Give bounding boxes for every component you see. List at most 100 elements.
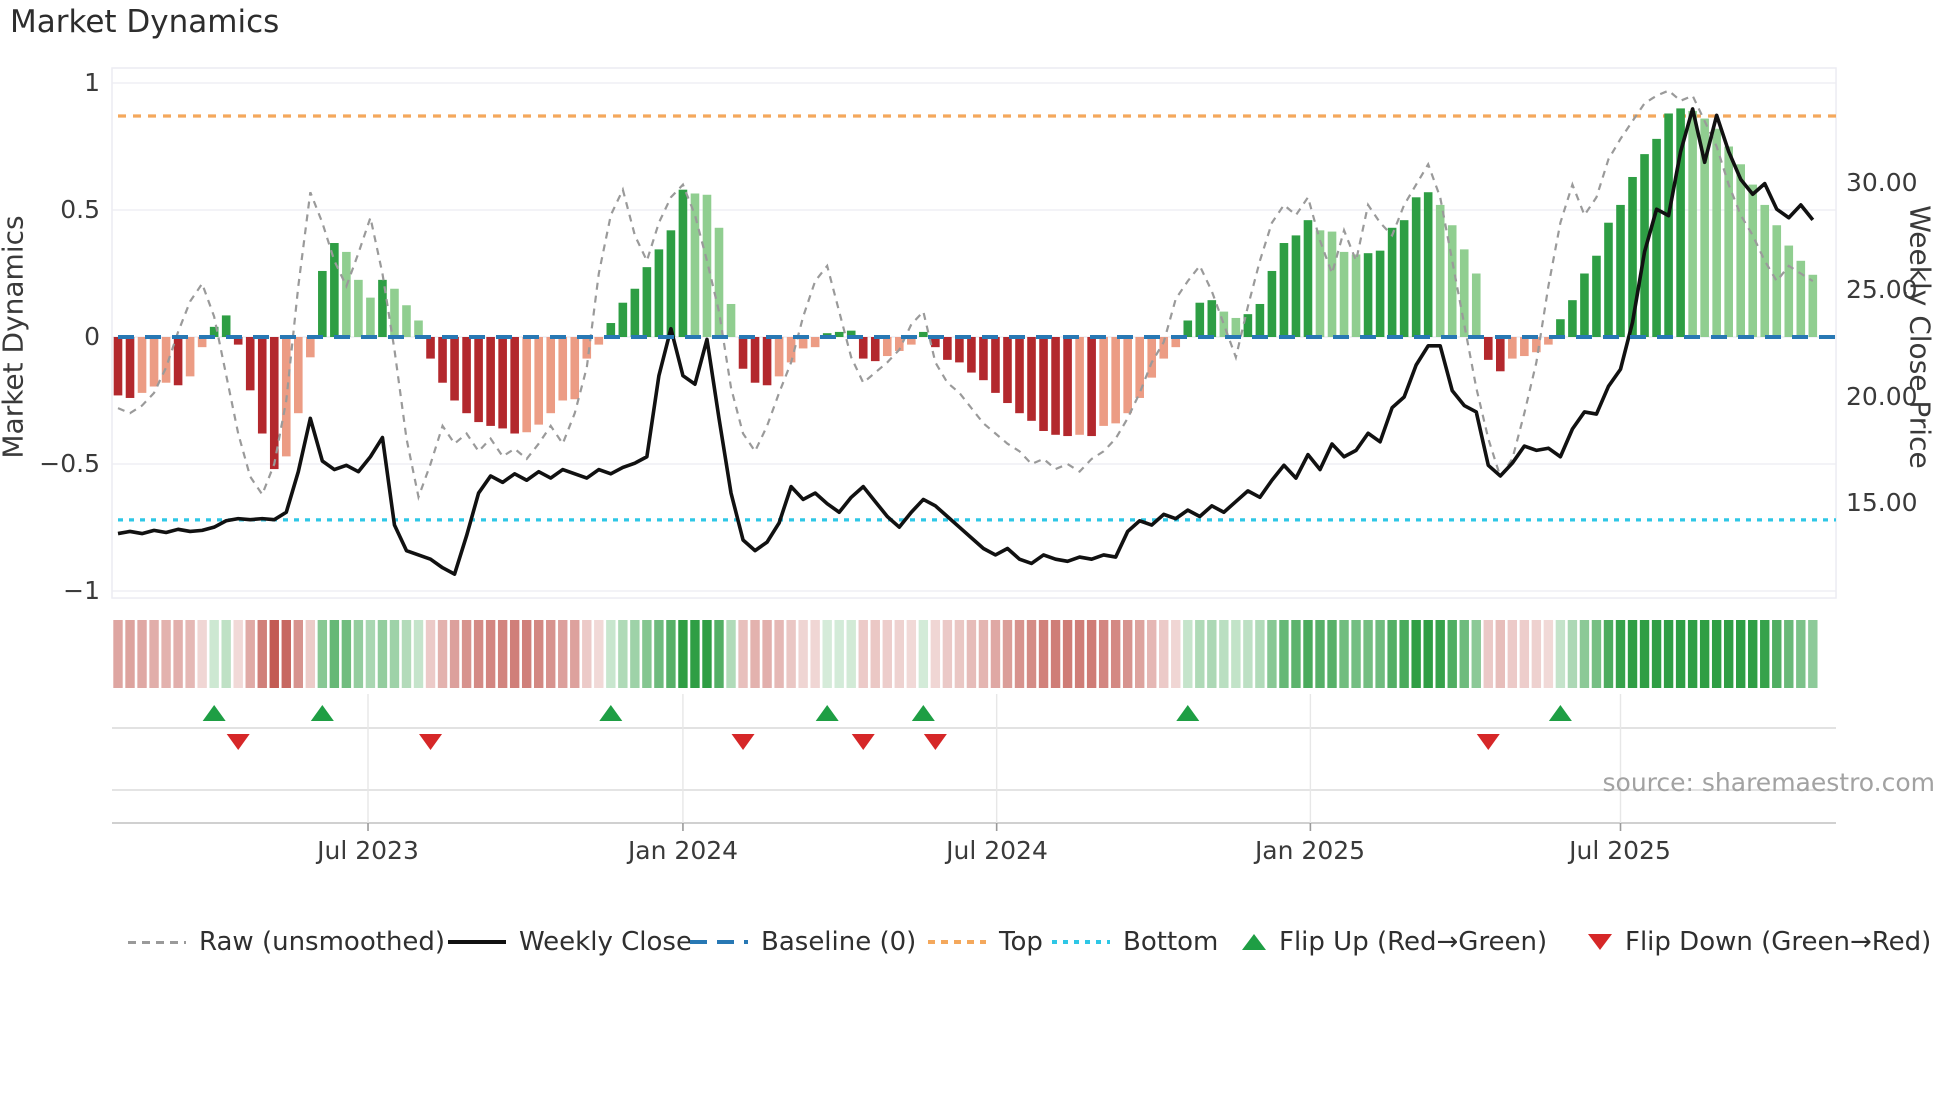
heatmap-cell [1387, 620, 1397, 688]
legend-item-flip-down: Flip Down (Green→Red) [1588, 922, 1931, 962]
heatmap-cell [714, 620, 724, 688]
price-tick-label: 15.00 [1846, 488, 1918, 517]
heatmap-cell [1760, 620, 1770, 688]
heatmap-cell [269, 620, 279, 688]
oscillator-bar [1532, 337, 1541, 353]
oscillator-bar [558, 337, 568, 401]
flip-up-marker [599, 705, 623, 721]
heatmap-cell [666, 620, 676, 688]
heatmap-cell [678, 620, 688, 688]
oscillator-bar [1291, 235, 1301, 337]
heatmap-cell [654, 620, 664, 688]
heatmap-cell [1303, 620, 1313, 688]
heatmap-cell [1808, 620, 1818, 688]
y-axis-title-right: Weekly Close Price [1903, 205, 1937, 469]
oscillator-bar [257, 337, 267, 434]
heatmap-cell [389, 620, 400, 688]
heatmap-cell [413, 620, 424, 688]
heatmap-cell [762, 620, 772, 688]
x-tick-label: Jan 2024 [627, 836, 739, 865]
price-tick-label: 20.00 [1846, 382, 1918, 411]
dotted-line-icon [928, 940, 986, 944]
oscillator-bar [221, 315, 231, 337]
heatmap-cell [521, 620, 532, 688]
oscillator-bar [726, 303, 736, 337]
heatmap-cell [546, 620, 556, 688]
heatmap-cell [1279, 620, 1289, 688]
oscillator-bar [798, 337, 808, 349]
oscillator-bar [786, 337, 796, 363]
oscillator-bar [762, 337, 772, 386]
oscillator-bar [125, 337, 135, 398]
weekly-close-line [117, 107, 1815, 576]
legend-label: Raw (unsmoothed) [199, 927, 446, 957]
oscillator-bar [354, 279, 363, 337]
heatmap-cell [1122, 620, 1133, 688]
flip-up-marker [310, 705, 334, 721]
x-tick-label: Jul 2025 [1569, 836, 1671, 865]
oscillator-bar [330, 243, 339, 337]
oscillator-bar [750, 337, 760, 383]
oscillator-bar [1063, 337, 1072, 437]
heatmap-cell [113, 620, 123, 688]
heatmap-cell [1291, 620, 1301, 688]
heatmap-cell [1651, 620, 1662, 688]
flip-up-marker [1548, 705, 1572, 721]
heatmap-cell [1615, 620, 1626, 688]
heatmap-cell [726, 620, 736, 688]
heatmap-cell [1687, 620, 1698, 688]
y-tick-label: 0.5 [60, 195, 100, 224]
flip-up-marker [815, 705, 839, 721]
legend-label: Baseline (0) [761, 927, 917, 957]
oscillator-bar [1592, 255, 1601, 337]
legend-item-flip-up: Flip Up (Red→Green) [1242, 922, 1547, 962]
oscillator-bar [714, 227, 724, 337]
oscillator-bar [1459, 249, 1469, 337]
heatmap-cell [1243, 620, 1253, 688]
oscillator-bar [630, 288, 640, 337]
heatmap-cell [954, 620, 965, 688]
oscillator-bar [1423, 192, 1433, 337]
heatmap-cell [185, 620, 195, 688]
oscillator-bar [834, 331, 844, 337]
oscillator-bar [1712, 128, 1721, 337]
heatmap-cell [281, 620, 291, 688]
oscillator-bar [870, 337, 880, 362]
heatmap-cell [1447, 620, 1457, 688]
heatmap-cell [1772, 620, 1782, 688]
legend-label: Weekly Close [519, 927, 692, 957]
heatmap-cell [558, 620, 568, 688]
oscillator-bar [1327, 231, 1337, 337]
oscillator-bar [414, 320, 423, 337]
heatmap-cell [942, 620, 953, 688]
flip-down-marker [419, 734, 443, 750]
legend-item-raw: Raw (unsmoothed) [128, 922, 445, 962]
oscillator-bar [1496, 337, 1505, 372]
heatmap-cell [786, 620, 796, 688]
oscillator-bar [390, 288, 399, 337]
oscillator-bar [1520, 337, 1529, 357]
heatmap-cell [1050, 620, 1061, 688]
oscillator-bar [233, 337, 243, 345]
heatmap-cell [582, 620, 592, 688]
oscillator-bar [1207, 300, 1217, 337]
source-text: source: sharemaestro.com [1602, 768, 1936, 797]
oscillator-bar [919, 331, 928, 337]
oscillator-bar [462, 337, 471, 414]
heatmap-cell [570, 620, 580, 688]
heatmap-cell [1255, 620, 1265, 688]
heatmap-cell [473, 620, 484, 688]
oscillator-bar [1267, 270, 1277, 337]
oscillator-bar [858, 337, 868, 359]
oscillator-bar [1087, 337, 1096, 437]
oscillator-bar [1015, 337, 1024, 414]
oscillator-bar [137, 337, 147, 393]
oscillator-bar [570, 337, 580, 400]
heatmap-cell [221, 620, 231, 688]
heatmap-cell [1351, 620, 1361, 688]
oscillator-bar [1159, 337, 1169, 359]
oscillator-bar [522, 337, 531, 433]
heatmap-cell [1699, 620, 1710, 688]
heatmap-cell [1435, 620, 1445, 688]
oscillator-bar [113, 337, 123, 396]
